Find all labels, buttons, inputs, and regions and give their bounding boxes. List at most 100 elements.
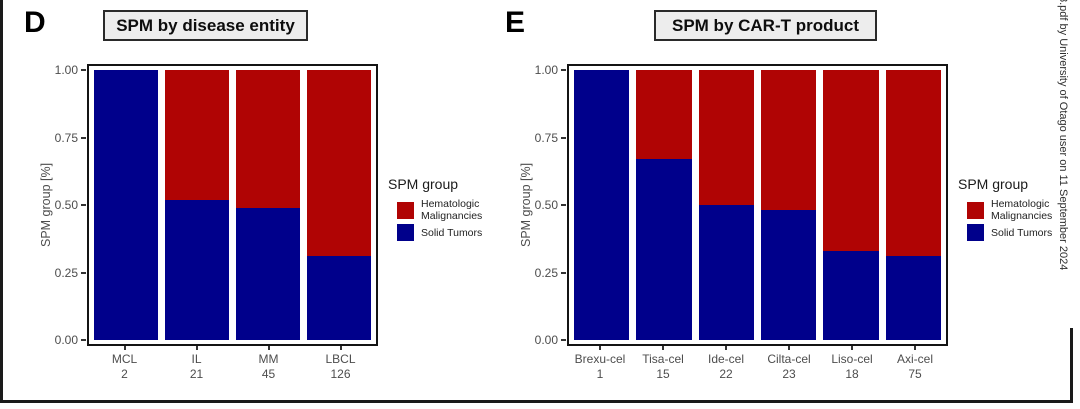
x-tick-IL: IL 21	[164, 346, 229, 382]
bar-segment-solid	[307, 256, 371, 340]
legend-e: SPM group Hematologic Malignancies Solid…	[958, 176, 1076, 243]
bar-segment-hematologic	[307, 70, 371, 257]
bar-segment-solid	[94, 70, 158, 340]
y-tick-label: 1.00	[534, 63, 558, 77]
y-axis-ticks: 1.00 0.75 0.50 0.25 0.00	[526, 63, 566, 347]
y-tick-label: 0.00	[54, 333, 78, 347]
legend-swatch-solid	[397, 224, 414, 242]
y-tick-label: 0.50	[54, 198, 78, 212]
x-tick-Liso-cel: Liso-cel 18	[824, 346, 880, 382]
bar-segment-solid	[698, 205, 754, 340]
y-tick-mark	[561, 204, 566, 206]
x-tick-LBCL: LBCL 126	[308, 346, 373, 382]
x-count-label: 15	[656, 367, 670, 381]
y-tick: 0.50	[526, 198, 566, 212]
x-count-label: 1	[596, 367, 604, 381]
panel-title-e: SPM by CAR-T product	[654, 10, 877, 41]
y-tick-label: 0.25	[534, 265, 558, 280]
y-tick: 0.00	[526, 333, 566, 347]
y-tick-mark	[561, 136, 566, 139]
x-axis-labels: MCL 2 IL 21 MM 45 LBCL 126	[87, 346, 378, 382]
legend-title: SPM group	[388, 176, 459, 192]
x-tick-mark	[267, 346, 270, 350]
plot-area-d	[87, 64, 378, 346]
figure-border-left	[0, 0, 3, 403]
legend-d: SPM group Hematologic Malignancies Solid…	[388, 176, 516, 243]
x-tick-mark	[599, 346, 601, 350]
y-tick-mark	[561, 339, 566, 341]
panel-letter-d: D	[24, 6, 46, 39]
x-category-label: LBCL	[325, 352, 356, 366]
y-tick-mark	[81, 271, 86, 274]
bar-segment-hematologic	[636, 70, 692, 160]
y-tick: 1.00	[526, 63, 566, 77]
y-axis-ticks: 1.00 0.75 0.50 0.25 0.00	[46, 63, 86, 347]
legend-swatch-hematologic	[397, 201, 414, 219]
x-count-label: 21	[189, 367, 204, 381]
y-tick: 0.75	[46, 131, 86, 145]
x-category-label: Cilta-cel	[767, 352, 811, 366]
x-category-label: Brexu-cel	[574, 352, 626, 366]
x-count-label: 45	[261, 367, 276, 381]
bar-segment-solid	[165, 199, 229, 340]
bar-segment-solid	[636, 159, 692, 340]
x-category-label: Tisa-cel	[642, 352, 684, 366]
y-tick-label: 0.75	[534, 130, 558, 145]
x-tick-mark	[914, 346, 916, 350]
bar-segment-hematologic	[236, 70, 300, 208]
x-category-label: Ide-cel	[707, 352, 745, 366]
bar-IL	[165, 70, 229, 340]
y-tick: 0.50	[46, 198, 86, 212]
x-category-label: MCL	[111, 352, 138, 366]
legend-item-solid: Solid Tumors	[397, 224, 516, 242]
y-tick-mark	[561, 69, 566, 71]
x-count-label: 23	[782, 367, 796, 381]
panel-letter-e: E	[505, 6, 526, 39]
y-tick-label: 1.00	[54, 63, 78, 77]
y-tick-mark	[81, 69, 86, 71]
x-tick-MM: MM 45	[236, 346, 301, 382]
x-count-label: 75	[908, 367, 922, 381]
bar-Cilta-cel	[760, 70, 817, 340]
y-tick: 0.75	[526, 131, 566, 145]
bar-segment-solid	[885, 256, 941, 340]
bar-Brexu-cel	[574, 70, 630, 340]
x-tick-Axi-cel: Axi-cel 75	[887, 346, 943, 382]
x-tick-mark	[725, 346, 727, 350]
bar-segment-hematologic	[885, 70, 941, 257]
bar-segment-solid	[823, 250, 879, 340]
legend-label-line1: Hematologic	[421, 198, 480, 210]
bar-segment-solid	[574, 70, 630, 340]
y-tick: 0.25	[46, 266, 86, 280]
x-category-label: Liso-cel	[831, 352, 873, 366]
x-count-label: 126	[330, 367, 351, 381]
y-tick: 0.25	[526, 266, 566, 280]
legend-swatch-hematologic	[967, 201, 984, 219]
x-tick-mark	[123, 346, 126, 350]
bar-segment-hematologic	[698, 70, 754, 205]
x-tick-Brexu-cel: Brexu-cel 1	[572, 346, 628, 382]
x-category-label: IL	[191, 352, 202, 366]
x-tick-mark	[195, 346, 198, 350]
bar-segment-hematologic	[823, 70, 879, 251]
legend-label-hematologic: Hematologic Malignancies	[991, 198, 1052, 222]
bar-Tisa-cel	[636, 70, 692, 340]
bar-segment-solid	[236, 207, 300, 340]
bar-segment-hematologic	[760, 70, 817, 211]
x-axis-labels: Brexu-cel 1 Tisa-cel 15 Ide-cel 22 Cilta-cel 23…	[567, 346, 948, 382]
x-tick-mark	[339, 346, 342, 350]
y-tick-mark	[561, 271, 566, 274]
x-tick-mark	[788, 346, 790, 350]
x-tick-MCL: MCL 2	[92, 346, 157, 382]
y-tick-label: 0.00	[534, 333, 558, 347]
y-tick: 1.00	[46, 63, 86, 77]
y-tick-label: 0.50	[534, 198, 558, 212]
plot-area-e	[567, 64, 948, 346]
x-category-label: Axi-cel	[896, 352, 933, 366]
legend-swatch-solid	[967, 224, 984, 242]
y-tick-mark	[81, 204, 86, 206]
legend-item-solid: Solid Tumors	[967, 224, 1076, 242]
x-tick-Ide-cel: Ide-cel 22	[698, 346, 754, 382]
y-tick-mark	[81, 136, 86, 139]
